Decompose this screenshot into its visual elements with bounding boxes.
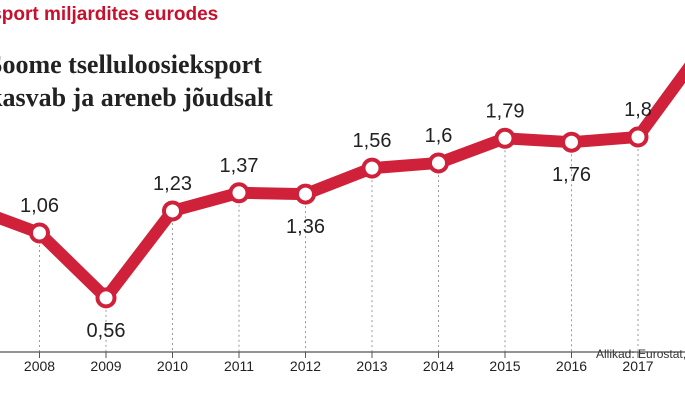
data-label: 1,6 (425, 125, 453, 147)
x-tick-label: 2015 (489, 358, 520, 374)
data-point (494, 127, 516, 149)
data-point (428, 152, 449, 174)
x-tick-label: 2013 (356, 358, 387, 374)
source-note: Allikad: Eurostat, (596, 347, 685, 361)
data-label: 1,79 (486, 100, 525, 122)
data-label: 1,56 (353, 130, 392, 152)
data-point (561, 131, 582, 153)
data-label: 0,56 (87, 320, 126, 342)
data-label: 1,36 (286, 216, 325, 238)
x-tick-label: 2008 (24, 358, 55, 374)
x-tick-label: 2016 (556, 358, 587, 374)
data-point (295, 183, 316, 205)
data-label: 1,8 (624, 99, 652, 121)
x-tick-label: 2010 (157, 358, 188, 374)
x-tick-label: 2017 (622, 358, 653, 374)
data-point (627, 126, 649, 148)
data-point (228, 182, 250, 204)
data-point (162, 200, 183, 222)
x-tick-label: 2014 (423, 358, 454, 374)
data-point (95, 287, 117, 309)
data-point (29, 222, 50, 244)
chart-title: Soome tselluloosieksport kasvab ja arene… (0, 50, 273, 112)
data-label: 1,76 (552, 164, 591, 186)
data-point (361, 157, 383, 179)
x-tick-label: 2011 (224, 358, 254, 374)
data-label: 1,23 (153, 173, 192, 195)
data-label: 1,06 (20, 195, 59, 217)
data-label: 1,37 (220, 155, 259, 177)
x-tick-label: 2012 (290, 358, 321, 374)
x-tick-label: 2009 (90, 358, 121, 374)
chart-subtitle: Eksport miljardites eurodes (0, 4, 219, 25)
series-line (0, 62, 685, 304)
